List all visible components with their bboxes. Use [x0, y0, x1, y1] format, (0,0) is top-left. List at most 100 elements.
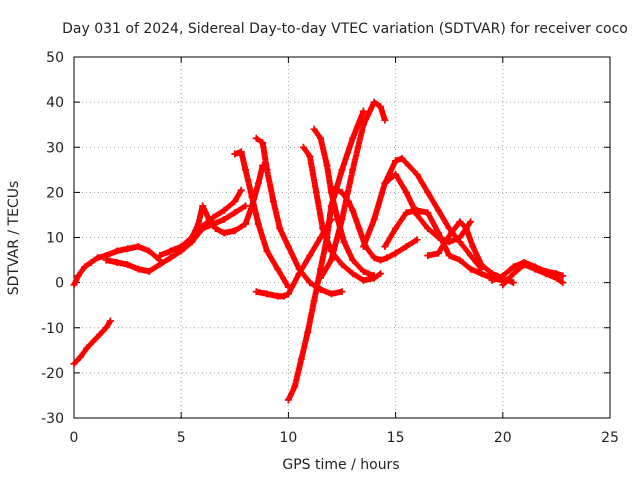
data-point: [424, 224, 432, 232]
data-point: [381, 243, 389, 251]
series-arc-11: [310, 125, 378, 280]
data-point: [402, 209, 410, 217]
data-point: [106, 317, 114, 325]
data-point: [531, 265, 539, 273]
data-point: [441, 238, 449, 246]
data-point: [477, 270, 485, 278]
data-point: [392, 249, 400, 257]
data-point: [237, 186, 245, 194]
data-point: [467, 218, 475, 226]
series-arc-12: [317, 98, 389, 282]
data-point: [96, 331, 104, 339]
data-point: [359, 267, 367, 275]
data-point: [327, 290, 335, 298]
data-point: [269, 197, 277, 205]
data-point: [205, 215, 213, 223]
y-tick-label: 40: [46, 95, 64, 111]
data-point: [392, 157, 400, 165]
data-point: [377, 270, 385, 278]
data-point: [145, 267, 153, 275]
data-point: [317, 134, 325, 142]
data-point: [156, 252, 164, 260]
data-point: [284, 396, 292, 404]
data-point: [220, 229, 228, 237]
data-point: [259, 139, 267, 147]
data-point: [392, 170, 400, 178]
data-point: [124, 245, 132, 253]
data-point: [434, 206, 442, 214]
data-point: [188, 234, 196, 241]
data-point: [359, 243, 367, 251]
x-tick-label: 5: [177, 430, 186, 446]
data-point: [370, 98, 378, 106]
data-point: [299, 143, 307, 151]
data-point: [199, 202, 207, 210]
y-axis-label: SDTVAR / TECUs: [6, 181, 22, 296]
data-point: [359, 276, 367, 284]
data-point: [317, 274, 325, 282]
data-point: [377, 103, 385, 111]
series-markers: [71, 318, 114, 367]
data-point: [166, 254, 174, 262]
data-point: [323, 161, 331, 169]
data-point: [312, 188, 320, 196]
data-point: [402, 243, 410, 251]
data-point: [467, 265, 475, 273]
data-point: [274, 265, 282, 273]
data-point: [467, 252, 475, 260]
data-point: [370, 272, 378, 280]
data-point: [349, 270, 357, 278]
data-point: [252, 134, 260, 142]
data-point: [424, 252, 432, 260]
data-point: [349, 134, 357, 142]
data-point: [199, 222, 207, 230]
data-point: [263, 247, 271, 255]
data-point: [254, 220, 262, 228]
data-point: [370, 254, 378, 262]
data-point: [327, 184, 335, 192]
y-tick-label: 50: [46, 50, 64, 66]
data-point: [252, 288, 260, 296]
data-point: [291, 382, 299, 390]
data-point: [306, 252, 314, 260]
data-point: [263, 166, 271, 174]
data-point: [156, 261, 164, 269]
x-tick-label: 10: [279, 430, 297, 446]
data-point: [237, 148, 245, 156]
data-point: [242, 202, 250, 210]
data-point: [359, 107, 367, 115]
data-point: [310, 125, 318, 133]
data-point: [424, 209, 432, 217]
data-point: [89, 337, 97, 345]
data-point: [456, 218, 464, 226]
data-point: [559, 272, 567, 280]
plot-frame: [73, 56, 611, 419]
data-point: [134, 243, 142, 251]
series-arc-16: [381, 206, 507, 284]
x-tick-label: 0: [70, 430, 79, 446]
data-point: [447, 229, 455, 237]
data-point: [166, 247, 174, 255]
data-point: [338, 261, 346, 269]
data-point: [413, 170, 421, 178]
data-point: [306, 152, 314, 160]
data-point: [413, 236, 421, 244]
series-arc-1: [70, 317, 114, 368]
data-point: [220, 215, 228, 223]
data-point: [276, 224, 284, 232]
x-tick-label: 15: [387, 430, 405, 446]
data-point: [510, 263, 518, 271]
data-point: [552, 274, 560, 282]
series-arc-19: [499, 261, 567, 289]
data-point: [542, 270, 550, 278]
data-point: [499, 281, 507, 289]
data-point: [94, 254, 102, 262]
data-point: [413, 206, 421, 214]
series-arc-7: [252, 134, 346, 298]
x-axis-label: GPS time / hours: [282, 457, 399, 473]
data-point: [242, 220, 250, 228]
data-point: [456, 256, 464, 264]
series-arc-5: [188, 161, 267, 241]
data-point: [295, 270, 303, 278]
